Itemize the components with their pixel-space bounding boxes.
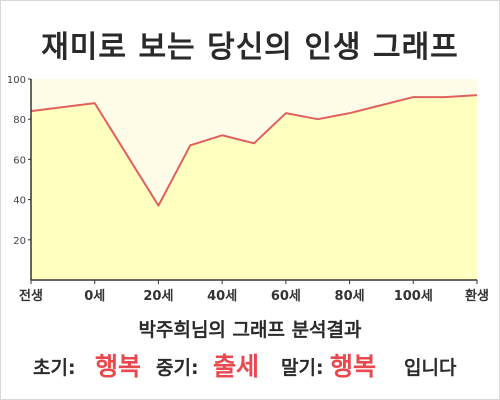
x-tick-label: 환생 [465,288,489,304]
late-value: 행복 [330,352,377,381]
early-label: 초기: [33,357,76,379]
y-tick-label: 100 [7,75,26,86]
x-tick-label: 40세 [207,289,237,304]
chart-title: 재미로 보는 당신의 인생 그래프 [41,30,459,65]
y-tick-label: 20 [13,236,26,247]
x-tick-label: 0세 [84,289,105,304]
analysis-summary: 박주희님의 그래프 분석결과 [138,319,362,341]
x-tick-label: 80세 [335,289,365,304]
result-suffix: 입니다 [404,357,457,379]
analysis-result: 초기: 행복 중기: 출세 말기: 행복 입니다 [0,344,500,384]
series-line [30,94,478,207]
area-fill [31,95,477,280]
x-tick-label: 20세 [143,289,173,304]
x-tick-label: 전생 [19,288,43,304]
late-label: 말기: [281,357,324,379]
x-tick-label: 100세 [394,289,433,304]
x-tick-label: 60세 [271,289,301,304]
y-tick-label: 80 [13,115,26,126]
y-tick-label: 40 [13,196,26,207]
early-value: 행복 [95,352,142,381]
middle-value: 출세 [213,352,260,381]
y-tick-label: 60 [13,155,26,166]
middle-label: 중기: [156,357,199,379]
